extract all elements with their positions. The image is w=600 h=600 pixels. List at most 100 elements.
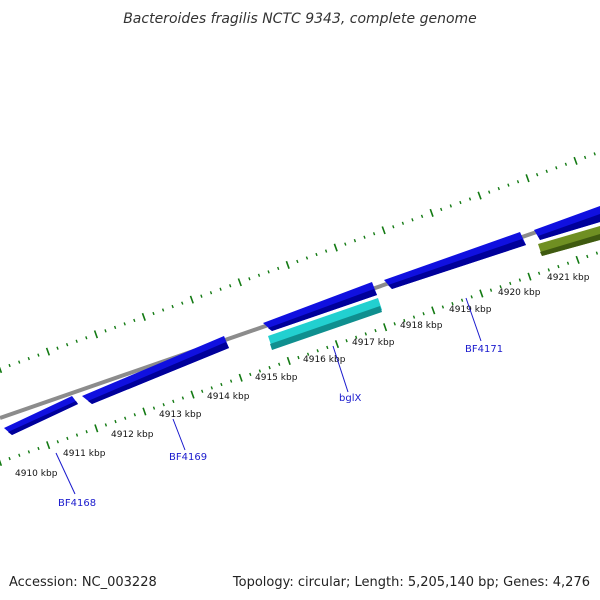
inner-ring-tick [190,390,195,399]
outer-ring-tick [573,156,578,165]
kbp-label-4913: 4913 kbp [159,410,202,420]
outer-ring-tick [401,221,405,225]
kbp-label-4920: 4920 kbp [498,288,541,298]
inner-ring-tick [0,459,3,467]
inner-ring-tick [201,389,204,393]
inner-ring-tick [46,441,51,450]
outer-ring-tick [363,235,366,239]
outer-ring-tick [555,166,558,170]
inner-ring-tick [586,254,589,259]
outer-ring-tick [267,270,270,274]
outer-ring-tick [219,287,222,291]
outer-ring-tick [93,330,99,339]
inner-ring-tick [249,372,252,377]
gene-bf4172[interactable] [534,206,600,240]
outer-ring-tick [85,336,88,340]
inner-ring-tick [451,301,454,306]
kbp-labels: 4910 kbp 4911 kbp 4912 kbp 4913 kbp 4914… [15,273,590,479]
gene-bf4168[interactable] [4,396,78,435]
gene-label-bf4169[interactable]: BF4169 [169,452,207,463]
inner-ring-tick [306,352,310,356]
gene-reverse-olive-shading [540,234,600,256]
inner-ring-tick [345,339,348,343]
inner-ring-tick [499,285,502,289]
outer-ring-tick [516,180,520,184]
inner-ring-tick [489,288,493,292]
inner-ring-tick [547,268,550,272]
inner-ring-tick [75,433,79,437]
inner-ring-tick [527,272,532,281]
outer-ring-tick [37,353,40,357]
gene-label-leaders [55,297,482,495]
outer-ring-tick [161,308,165,312]
inner-ring-tick [104,423,108,427]
inner-ring-tick [595,251,599,255]
outer-ring-tick [497,186,500,191]
kbp-label-4910: 4910 kbp [15,469,58,479]
outer-ring-tick [113,325,117,330]
inner-ring-tick [575,255,580,264]
inner-ring-tick [460,298,464,302]
inner-ring-tick [537,271,541,275]
gene-labels: BF4168 BF4169 bglX BF4171 [58,344,503,509]
inner-ring-tick [364,332,367,336]
outer-ring-tick [333,243,338,252]
kbp-label-4915: 4915 kbp [255,373,298,383]
inner-ring-tick [210,386,213,390]
inner-ring-tick [124,416,127,420]
inner-ring-tick [470,295,473,299]
inner-ring-tick [94,424,99,433]
outer-ring-tick [535,173,539,177]
inner-ring-tick [393,322,396,326]
outer-ring-tick [525,174,530,183]
outer-ring-tick [305,256,309,260]
accession-text: Accession: NC_003228 [9,575,157,590]
outer-ring-tick [257,273,261,277]
outer-ring-tick [440,207,443,212]
outer-tick-ring [0,152,596,374]
inner-ring-tick [479,289,484,298]
outer-ring-tick [324,249,328,253]
map-title: Bacteroides fragilis NCTC 9343, complete… [123,11,477,27]
outer-ring-tick [0,366,3,374]
gene-label-bglx[interactable]: bglX [339,393,361,404]
outer-ring-tick [75,339,78,343]
inner-ring-tick [152,406,156,410]
gene-bf4169[interactable] [82,336,229,404]
inner-ring-tick [566,261,570,265]
inner-ring-tick [297,355,300,360]
outer-ring-tick [171,304,174,309]
outer-ring-tick [8,363,11,368]
outer-ring-tick [18,360,21,364]
gene-label-bf4168[interactable]: BF4168 [58,498,96,509]
kbp-label-4916: 4916 kbp [303,355,346,365]
inner-ring-tick [37,446,40,451]
outer-ring-tick [564,162,568,166]
inner-ring-tick [326,345,329,350]
outer-ring-tick [477,191,482,200]
inner-tick-ring [0,251,599,467]
outer-ring-tick [392,225,395,229]
outer-ring-tick [420,214,424,219]
forward-strand-genes [4,206,600,435]
outer-ring-tick [381,226,386,235]
outer-ring-tick [237,278,242,287]
outer-ring-tick [429,208,434,217]
forward-gene-shading [8,214,600,435]
inner-ring-tick [66,436,69,441]
inner-ring-tick [518,278,522,282]
kbp-label-4917: 4917 kbp [352,338,395,348]
outer-ring-tick [56,346,59,350]
outer-ring-tick [344,242,347,246]
inner-ring-tick [422,312,425,316]
inner-ring-tick [162,403,165,407]
gene-label-bf4171[interactable]: BF4171 [465,344,503,355]
inner-ring-tick [85,430,88,434]
inner-ring-tick [403,318,406,323]
outer-ring-tick [189,295,194,304]
outer-ring-tick [488,190,491,194]
gene-bf4170[interactable] [263,282,377,331]
inner-ring-tick [133,413,136,417]
outer-ring-tick [468,197,472,201]
inner-ring-tick [374,328,377,333]
